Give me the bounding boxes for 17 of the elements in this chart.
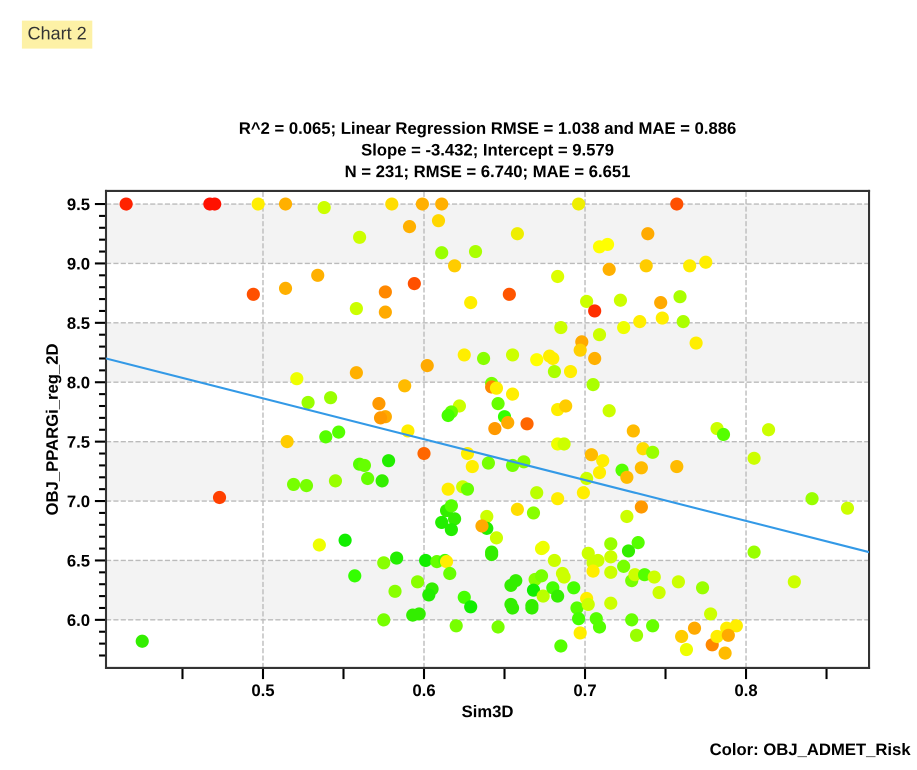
y-tick-label: 7.5	[68, 436, 90, 448]
x-tick-label: 0.7	[574, 684, 596, 696]
caption: Chart 2	[28, 26, 86, 40]
x-axis-title: Sim3D	[462, 705, 513, 718]
y-tick-label: 8.5	[67, 317, 90, 330]
y-tick-label: 6.0	[67, 614, 90, 626]
y-tick-label: 6.5	[67, 554, 90, 567]
text: Color: OBJ_ADMET_Risk	[710, 742, 911, 758]
chart-title: R^2 = 0.065; Linear Regression RMSE = 1.038 and MAE = 0.886 Slope = -3.432; Intercept = 9.579 N = 231; RMSE = 6.740; MAE = 6.651	[240, 122, 736, 180]
x-tick-label: 0.5	[252, 684, 274, 696]
y-tick-label: 7.0	[68, 495, 90, 508]
x-tick-label: 0.8	[735, 684, 758, 696]
y-axis-title: OBJ_PPARGi_reg_2D	[46, 344, 62, 515]
y-tick-label: 8.0	[67, 376, 90, 388]
x-tick-label: 0.6	[413, 684, 435, 696]
y-tick-label: 9.5	[67, 198, 90, 210]
y-tick-label: 9.0	[67, 258, 90, 270]
